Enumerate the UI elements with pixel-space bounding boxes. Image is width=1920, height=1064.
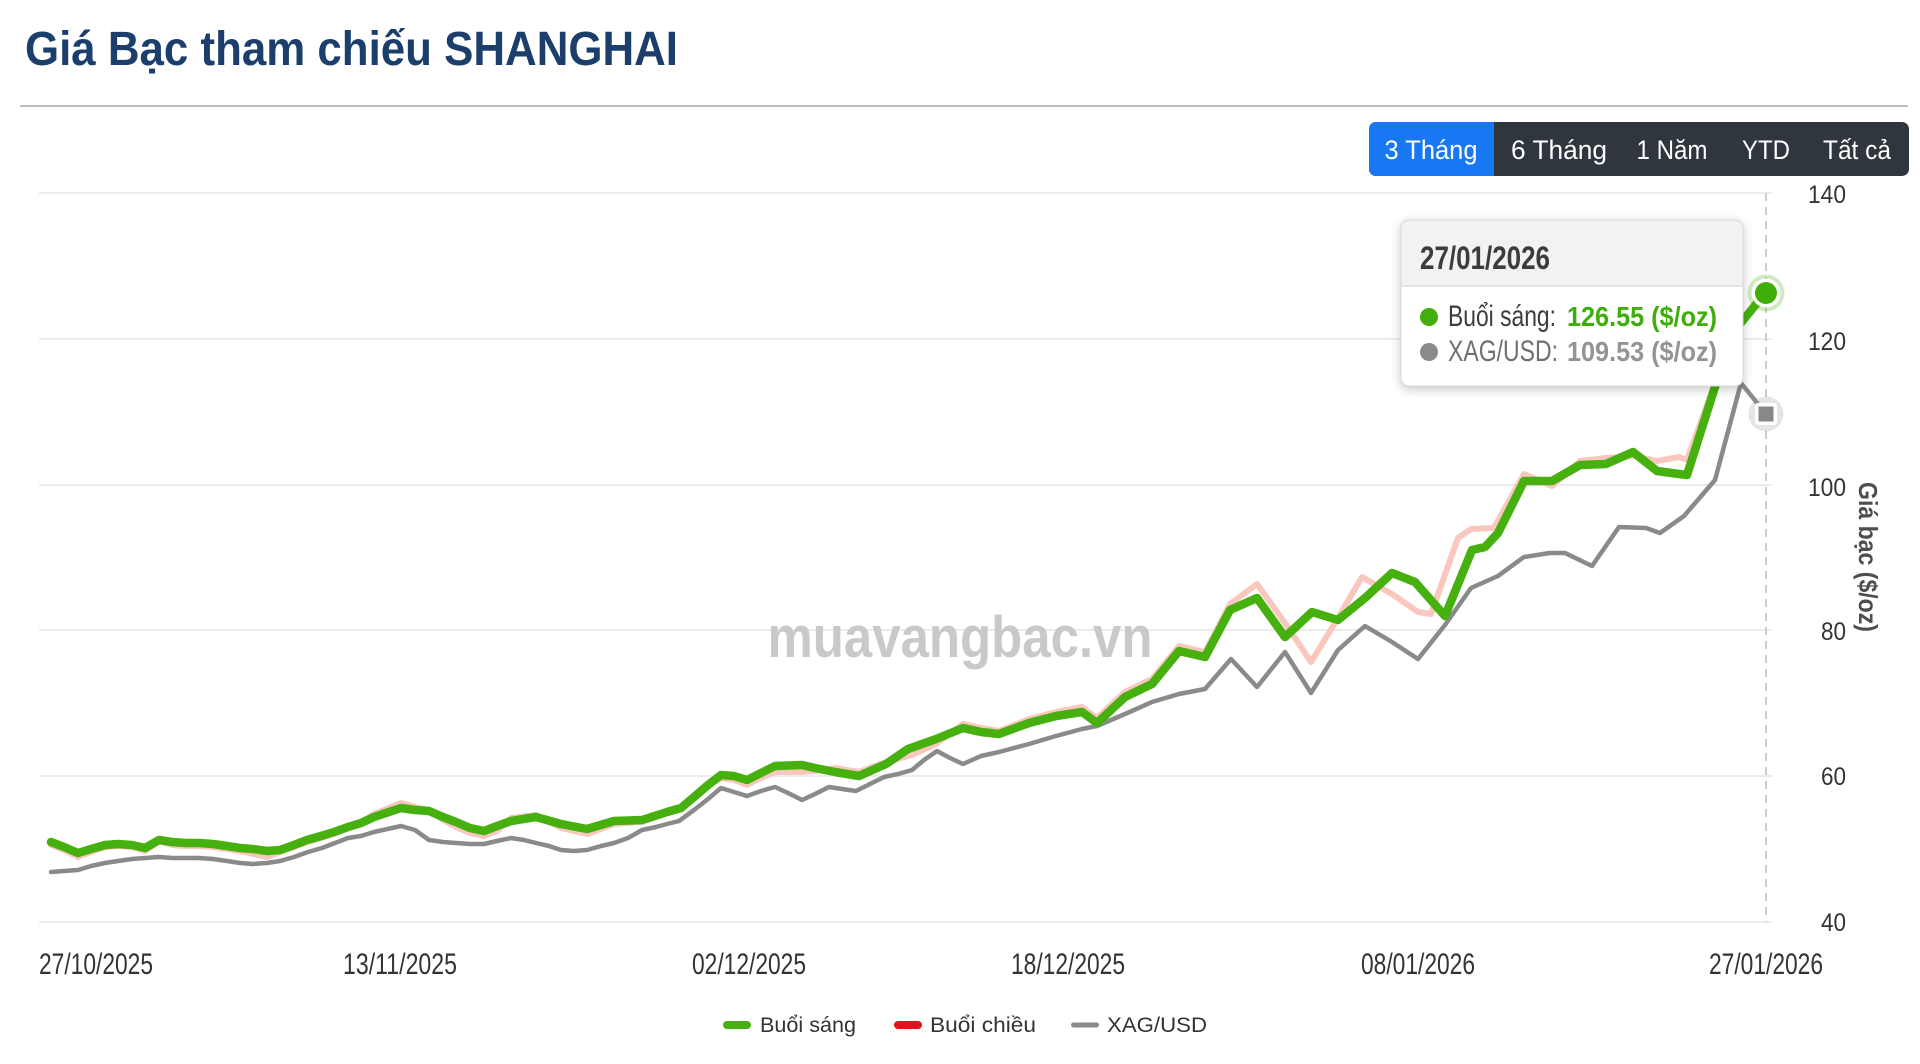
svg-text:27/01/2026: 27/01/2026 bbox=[1420, 240, 1550, 276]
svg-text:YTD: YTD bbox=[1742, 135, 1790, 165]
svg-text:80: 80 bbox=[1821, 618, 1846, 646]
svg-text:XAG/USD:: XAG/USD: bbox=[1448, 335, 1558, 368]
svg-text:Buổi sáng: Buổi sáng bbox=[760, 1014, 856, 1037]
svg-text:27/01/2026: 27/01/2026 bbox=[1709, 948, 1823, 981]
svg-text:18/12/2025: 18/12/2025 bbox=[1011, 948, 1125, 981]
svg-text:140: 140 bbox=[1808, 181, 1846, 209]
svg-text:27/10/2025: 27/10/2025 bbox=[39, 948, 153, 981]
svg-text:3 Tháng: 3 Tháng bbox=[1385, 135, 1478, 165]
svg-text:120: 120 bbox=[1808, 328, 1846, 356]
svg-text:126.55 ($/oz): 126.55 ($/oz) bbox=[1567, 301, 1717, 332]
svg-text:muavangbac.vn: muavangbac.vn bbox=[768, 605, 1153, 670]
svg-text:40: 40 bbox=[1821, 909, 1846, 937]
svg-text:13/11/2025: 13/11/2025 bbox=[343, 948, 457, 981]
svg-text:60: 60 bbox=[1821, 763, 1846, 791]
svg-text:08/01/2026: 08/01/2026 bbox=[1361, 948, 1475, 981]
svg-text:6 Tháng: 6 Tháng bbox=[1511, 135, 1607, 165]
svg-text:Tất cả: Tất cả bbox=[1823, 135, 1892, 165]
svg-text:Giá bạc ($/oz): Giá bạc ($/oz) bbox=[1853, 482, 1883, 632]
svg-text:XAG/USD: XAG/USD bbox=[1107, 1014, 1207, 1037]
svg-text:02/12/2025: 02/12/2025 bbox=[692, 948, 806, 981]
svg-text:1 Năm: 1 Năm bbox=[1637, 135, 1708, 165]
svg-text:Buổi chiều: Buổi chiều bbox=[930, 1014, 1036, 1037]
svg-text:109.53 ($/oz): 109.53 ($/oz) bbox=[1567, 336, 1717, 367]
svg-text:Buổi sáng:: Buổi sáng: bbox=[1448, 300, 1556, 333]
svg-text:100: 100 bbox=[1808, 474, 1846, 502]
svg-text:Giá Bạc tham chiếu SHANGHAI: Giá Bạc tham chiếu SHANGHAI bbox=[25, 23, 678, 76]
